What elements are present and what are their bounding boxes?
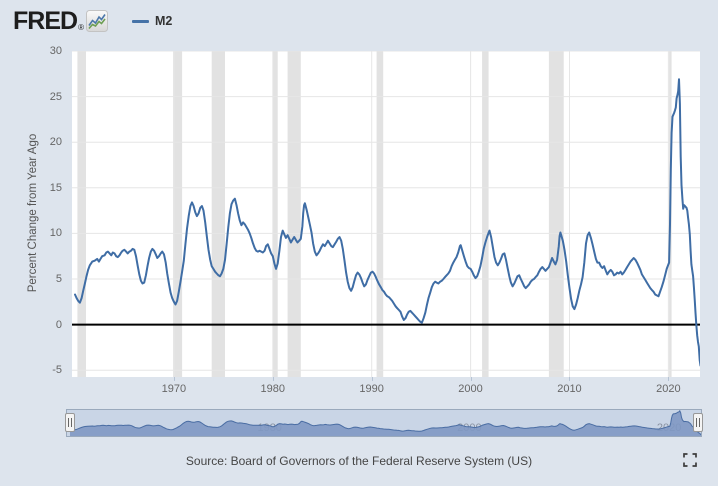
y-axis-tick-label: 5	[55, 272, 62, 285]
y-axis-tick-label: 20	[49, 136, 62, 149]
x-axis-tick-mark	[470, 377, 472, 381]
handle-grip-icon	[71, 418, 72, 427]
x-axis-tick-mark	[569, 377, 571, 381]
y-axis-tick-label: -5	[52, 364, 62, 377]
fullscreen-button[interactable]	[683, 453, 697, 467]
x-axis-tick-label: 1970	[161, 383, 187, 395]
y-axis-tick-label: 10	[49, 227, 62, 240]
chart-header: FRED ® M2	[13, 7, 172, 35]
x-axis-tick-label: 1990	[359, 383, 384, 395]
y-axis-tick-label: 25	[49, 90, 62, 103]
navigator-right-handle[interactable]	[693, 413, 703, 432]
navigator-left-handle[interactable]	[65, 413, 75, 432]
navigator-mini-chart[interactable]: 198020002020	[66, 409, 702, 437]
x-axis-tick-mark	[371, 377, 373, 381]
x-axis-tick-label: 1980	[260, 383, 285, 395]
y-axis-tick-label: 30	[49, 45, 62, 57]
fred-logo[interactable]: FRED ®	[13, 8, 108, 34]
registered-mark-icon: ®	[78, 23, 84, 32]
y-axis-tick-label: 15	[49, 181, 62, 194]
legend-item-m2[interactable]: M2	[131, 14, 173, 28]
handle-grip-icon	[68, 418, 69, 427]
x-axis-tick-mark	[272, 377, 274, 381]
x-axis-tick-mark	[173, 377, 175, 381]
handle-grip-icon	[699, 418, 700, 427]
source-attribution: Source: Board of Governors of the Federa…	[185, 454, 533, 468]
fred-logo-text: FRED	[13, 7, 78, 35]
series-color-dash-icon	[131, 19, 149, 23]
x-axis-tick-label: 2000	[458, 383, 483, 395]
legend-label: M2	[154, 14, 173, 28]
handle-grip-icon	[696, 418, 697, 427]
x-axis-tick-mark	[668, 377, 670, 381]
plot-area[interactable]	[72, 51, 700, 377]
y-axis-tick-label: 0	[55, 318, 62, 331]
fred-logo-chart-icon	[85, 10, 108, 32]
x-axis-tick-label: 2010	[557, 383, 582, 395]
x-axis-tick-label: 2020	[656, 383, 681, 395]
